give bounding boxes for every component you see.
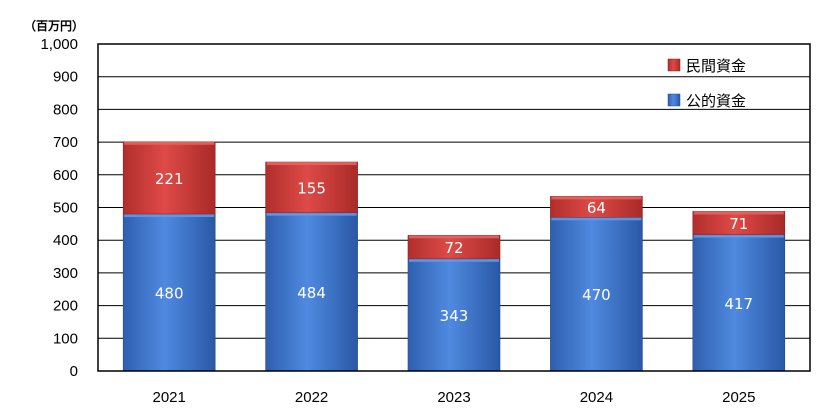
legend-swatch-private [667,58,681,72]
data-label: 221 [155,170,184,188]
y-tick-label: 0 [70,363,78,380]
y-tick-label: 700 [53,134,78,151]
legend-item-private-funds: 民間資金 [667,57,746,75]
y-tick-label: 600 [53,167,78,184]
bar-segment-private: 64 [550,196,643,218]
legend-label-public: 公的資金 [686,92,746,110]
data-label: 64 [587,199,606,217]
bar-top-highlight [693,234,784,238]
bar-top-highlight [409,235,499,239]
data-label: 155 [297,179,326,197]
legend: 民間資金 公的資金 [667,57,746,110]
y-tick-label: 200 [53,298,78,315]
x-tick-label: 2025 [722,389,755,406]
bar-top-highlight [266,212,357,216]
bar-top-highlight [693,211,784,215]
x-axis-tick-labels: 2021 2022 2023 2024 2025 [153,389,756,406]
bar-segment-private: 155 [265,161,358,214]
bar-segment-public: 480 [122,213,216,372]
y-tick-label: 500 [53,200,78,217]
x-tick-label: 2024 [580,389,613,406]
y-tick-label: 900 [53,69,78,86]
bar-rect [122,213,216,372]
legend-swatch-public [667,93,681,107]
y-tick-label: 1,000 [40,36,78,53]
data-label: 71 [729,215,748,233]
y-tick-label: 100 [53,330,78,347]
bar-top-highlight [124,141,215,145]
bar-top-highlight [409,258,499,262]
bar-rect [265,161,358,214]
y-tick-label: 300 [53,265,78,282]
bars: 480 221 484 155 343 72 470 64 417 71 [122,141,786,372]
data-label: 480 [155,285,184,303]
bar-top-highlight [551,196,642,200]
data-label: 343 [440,307,469,325]
data-label: 72 [444,239,463,257]
gridlines [98,76,810,339]
plot-area-frame [97,43,811,372]
y-tick-label: 400 [53,232,78,249]
bar-top-highlight [124,214,215,218]
bar-segment-public: 417 [692,234,786,372]
y-tick-label: 800 [53,101,78,118]
bar-segment-private: 71 [692,211,786,235]
x-tick-label: 2021 [153,389,186,406]
data-label: 470 [582,286,611,304]
x-tick-label: 2022 [295,389,328,406]
bar-segment-public: 484 [265,212,358,372]
bar-segment-public: 470 [550,217,643,372]
bar-segment-private: 221 [122,141,216,215]
data-label: 484 [297,284,326,302]
y-axis-unit-label: （百万円） [24,18,84,33]
legend-item-public-funds: 公的資金 [667,92,746,110]
x-tick-label: 2023 [437,389,470,406]
bar-rect [692,234,786,372]
bar-top-highlight [551,217,642,221]
data-label: 417 [724,295,753,313]
bar-top-highlight [266,162,357,166]
bar-segment-private: 72 [407,234,501,260]
bar-segment-public: 343 [407,258,501,372]
bar-rect [122,141,216,215]
legend-label-private: 民間資金 [686,57,746,75]
y-axis-tick-labels: 0 100 200 300 400 500 600 700 800 900 1,000 [40,36,78,380]
